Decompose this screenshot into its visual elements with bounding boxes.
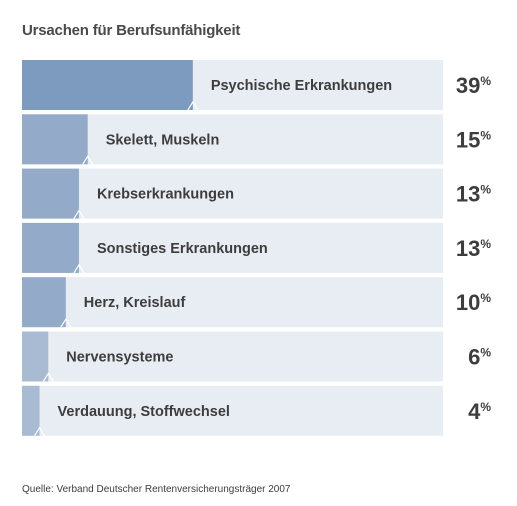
bar-pointer-marker [34,426,46,437]
bar [22,60,193,110]
category-label: Krebserkrankungen [97,187,234,203]
bar [22,114,88,165]
value-label: 13% [456,182,491,207]
bar [22,222,79,273]
bar-row: Verdauung, Stoffwechsel 4% [22,385,491,437]
category-label: Skelett, Muskeln [106,132,220,148]
bar-pointer-marker [73,209,85,219]
chart-title: Ursachen für Berufsunfähigkeit [22,22,241,39]
bar-pointer-marker [42,372,54,382]
category-label: Sonstiges Erkrankungen [97,241,268,257]
bar [22,385,40,436]
bar-track [22,222,443,273]
bar-row: Nervensysteme 6% [22,331,491,382]
category-label: Verdauung, Stoffwechsel [58,404,230,420]
category-label: Herz, Kreislauf [84,295,186,311]
value-label: 15% [456,127,491,152]
bar-track [22,277,443,328]
bar-row: Skelett, Muskeln 15% [22,114,491,165]
bar-track [22,385,443,436]
bar [22,277,66,328]
bar [22,331,49,382]
bar-row: Psychische Erkrankungen 39% [22,60,491,111]
value-label: 39% [456,73,491,98]
bar-track [22,331,443,382]
bar [22,168,79,219]
bar-pointer-marker [60,318,72,328]
bar-row: Herz, Kreislauf 10% [22,277,491,328]
bar-pointer-marker [73,263,85,274]
value-label: 6% [468,345,491,370]
value-label: 10% [456,290,491,315]
bar-row: Sonstiges Erkrankungen 13% [22,222,491,274]
category-label: Nervensysteme [66,350,173,366]
value-label: 4% [468,399,491,424]
bar-row: Krebserkrankungen 13% [22,168,491,219]
source-note: Quelle: Verband Deutscher Rentenversiche… [22,484,291,495]
category-label: Psychische Erkrankungen [211,78,392,94]
bar-track [22,114,443,165]
bar-pointer-marker [82,155,94,165]
bar-pointer-marker [187,100,199,111]
value-label: 13% [456,236,491,261]
bar-track [22,168,443,219]
